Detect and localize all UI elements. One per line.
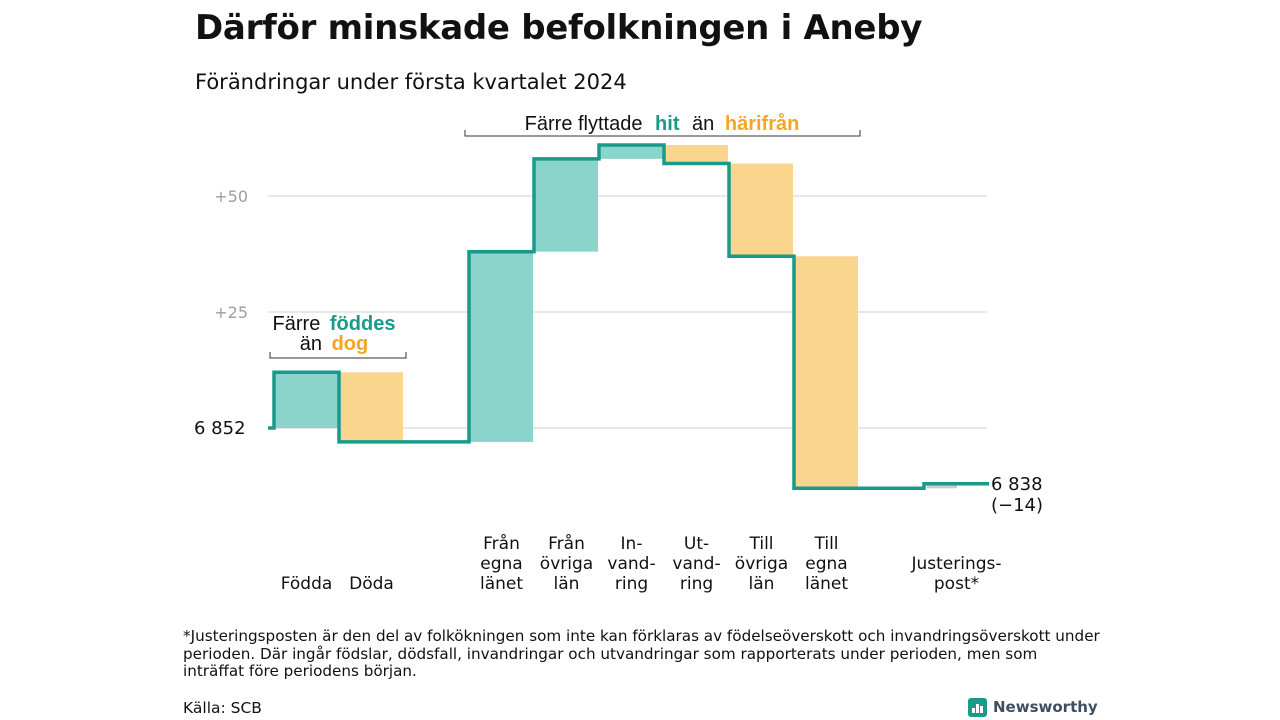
category-label-line: övriga [735,554,788,574]
category-label: Ut-vand-ring [672,534,720,594]
category-label-line: Ut- [684,534,709,554]
migration-annotation-text-2: än [692,113,714,135]
bars [274,144,957,489]
y-tick-label: +50 [214,187,248,206]
step-line-path [268,143,989,491]
newsworthy-logo[interactable]: Newsworthy [968,696,1098,718]
category-label-line: vand- [607,554,655,574]
category-label: Födda [281,574,333,594]
category-label-line: Till [813,534,838,554]
category-label: In-vand-ring [607,534,655,594]
bar [729,163,793,257]
migration-annotation: Färre flyttade hit än härifrån [464,112,861,137]
category-label: Till egna länet [805,534,848,594]
step-line [268,143,989,491]
births-annotation-text-1: Färre [273,313,321,335]
category-label-line: vand- [672,554,720,574]
y-tick-label: +25 [214,303,248,322]
bar [927,483,957,489]
category-label-line: länet [805,574,848,594]
migration-annotation-word-here: hit [655,113,680,135]
start-value-label: 6 852 [194,418,246,439]
bar [599,144,663,159]
category-label-line: län [749,574,775,594]
category-label: Justerings-post* [910,554,1001,594]
svg-text:Färre flyttade hit: Färre flyttade hit än härifrån [525,112,800,135]
svg-text:Färre föddes: Färre föddes [273,313,396,335]
category-label-line: Födda [281,574,333,594]
category-label-line: post* [934,574,979,594]
bar [274,372,338,428]
category-label-line: Justerings- [910,554,1001,574]
footnote: *Justeringsposten är den del av folkökni… [183,627,1100,680]
category-label-line: egna [805,554,847,574]
category-label: Till övriga län [735,534,788,594]
net-change-label: (−14) [991,495,1043,516]
category-label-line: län [554,574,580,594]
category-label: Från övriga län [540,533,593,594]
newsworthy-logo-text: Newsworthy [993,698,1098,716]
category-label-line: ring [680,574,713,594]
source-label: Källa: SCB [183,699,262,717]
category-label-line: In- [621,534,643,554]
chart-title: Därför minskade befolkningen i Aneby [195,8,923,48]
category-label-line: Till [748,534,773,554]
svg-text:än dog: än dog [300,333,368,355]
bar [664,144,728,164]
end-value-label: 6 838 [991,474,1043,495]
chart-subtitle: Förändringar under första kvartalet 2024 [195,70,627,94]
migration-annotation-word-from-here: härifrån [725,112,799,135]
newsworthy-logo-icon [968,697,987,717]
migration-annotation-text-1: Färre flyttade [525,113,643,135]
births-annotation-text-2: än [300,333,322,355]
migration-bracket [464,130,861,137]
bar [339,372,403,442]
category-label-line: Från [483,533,520,554]
category-label-line: Döda [349,574,394,594]
category-label-line: egna [480,554,522,574]
category-label-line: övriga [540,554,593,574]
births-annotation-word-died: dog [332,333,369,355]
births-bracket [269,352,407,359]
category-label: Döda [349,574,394,594]
bar [794,256,858,489]
bar [534,158,598,252]
births-annotation-word-born: föddes [330,313,396,335]
category-label-line: länet [480,574,523,594]
category-label-line: Från [548,533,585,554]
births-annotation: Färre föddes än dog [269,313,407,359]
category-label: Från egna länet [480,533,523,594]
bar [469,251,533,442]
category-label-line: ring [615,574,648,594]
